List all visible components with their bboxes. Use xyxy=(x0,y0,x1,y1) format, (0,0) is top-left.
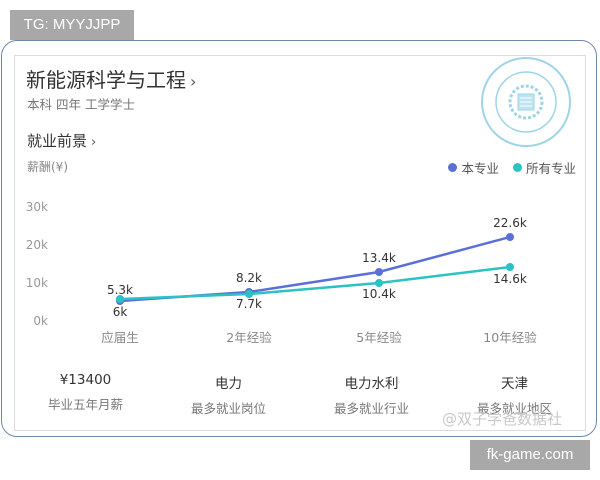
data-label: 13.4k xyxy=(362,251,396,265)
y-axis-label: 薪酬(¥) xyxy=(27,160,68,174)
series-line-all xyxy=(119,265,511,301)
data-label: 7.7k xyxy=(236,297,262,311)
major-title-link[interactable]: 新能源科学与工程 › xyxy=(26,64,196,93)
legend-label: 本专业 xyxy=(461,161,499,176)
data-label: 6k xyxy=(113,305,128,319)
legend-item-major[interactable]: 本专业 xyxy=(448,158,499,177)
stats-row: ¥13400 毕业五年月薪 电力 最多就业岗位 电力水利 最多就业行业 天津 最… xyxy=(14,372,586,417)
stat-label: 毕业五年月薪 xyxy=(47,397,123,412)
stat-label: 最多就业岗位 xyxy=(190,401,266,416)
y-tick: 30k xyxy=(26,200,48,214)
major-subtitle: 本科 四年 工学学士 xyxy=(27,97,135,112)
site-badge: fk-game.com xyxy=(470,440,590,470)
chevron-right-icon: › xyxy=(190,72,197,91)
employment-prospects-link[interactable]: 就业前景 › xyxy=(27,130,96,151)
data-point[interactable] xyxy=(506,233,514,241)
stat-value: 天津 xyxy=(501,376,528,392)
stat-salary: ¥13400 毕业五年月薪 xyxy=(14,372,157,417)
stat-label: 最多就业地区 xyxy=(476,401,552,416)
stat-value: ¥13400 xyxy=(59,372,112,388)
stat-region: 天津 最多就业地区 xyxy=(443,372,586,417)
x-tick: 应届生 xyxy=(101,330,139,345)
stat-value: 电力水利 xyxy=(344,376,399,392)
data-label: 8.2k xyxy=(236,271,262,285)
stat-label: 最多就业行业 xyxy=(333,401,409,416)
data-label: 5.3k xyxy=(107,283,133,297)
section-title: 就业前景 xyxy=(27,132,88,150)
stat-industry: 电力水利 最多就业行业 xyxy=(300,372,443,417)
legend-dot-icon xyxy=(512,163,522,172)
data-point[interactable] xyxy=(506,263,514,271)
tg-badge: TG: MYYJJPP xyxy=(10,10,134,40)
chevron-right-icon: › xyxy=(91,135,97,150)
x-tick: 10年经验 xyxy=(483,330,537,345)
watermark: @双子学爸数据社 xyxy=(442,410,563,428)
legend-label: 所有专业 xyxy=(525,161,576,176)
y-tick: 10k xyxy=(26,276,48,290)
data-point[interactable] xyxy=(375,268,383,276)
data-label: 10.4k xyxy=(362,287,396,301)
y-tick: 0k xyxy=(33,314,48,328)
chart-legend: 本专业 所有专业 xyxy=(448,158,576,177)
data-point[interactable] xyxy=(116,295,124,303)
stamp-logo-icon xyxy=(481,57,571,147)
stat-value: 电力 xyxy=(215,376,242,392)
data-label: 22.6k xyxy=(493,216,527,230)
y-tick: 20k xyxy=(26,238,48,252)
data-label: 14.6k xyxy=(493,272,527,286)
legend-item-all[interactable]: 所有专业 xyxy=(512,158,576,177)
data-point[interactable] xyxy=(375,279,383,287)
x-tick: 2年经验 xyxy=(226,330,272,345)
series-line-major xyxy=(119,235,511,303)
major-title: 新能源科学与工程 xyxy=(26,68,186,92)
stat-position: 电力 最多就业岗位 xyxy=(157,372,300,417)
data-point[interactable] xyxy=(245,290,253,298)
legend-dot-icon xyxy=(448,163,458,172)
x-tick: 5年经验 xyxy=(356,330,402,345)
